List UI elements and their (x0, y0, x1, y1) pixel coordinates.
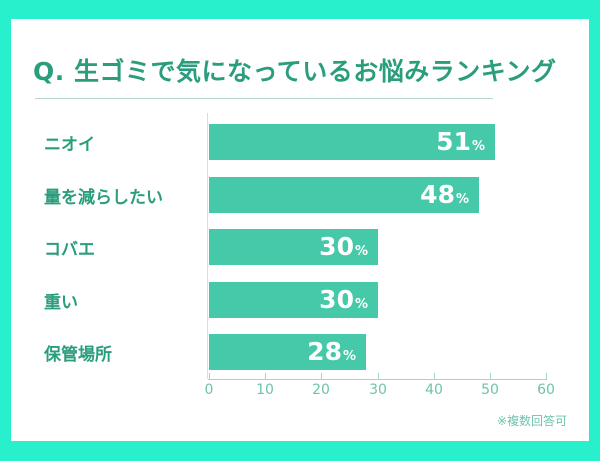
x-axis-tick-label: 40 (425, 382, 443, 398)
bar-value-label: 28% (307, 337, 356, 372)
x-axis-line (208, 379, 547, 380)
x-axis-tick-label: 10 (256, 382, 274, 398)
bar-value-label: 30% (319, 232, 368, 267)
bar: 51% (209, 124, 495, 160)
x-axis-tick (209, 373, 210, 380)
x-axis-tick-label: 0 (204, 382, 214, 398)
x-axis-tick (546, 373, 547, 380)
category-label: ニオイ (44, 135, 95, 155)
x-axis-tick-label: 50 (481, 382, 499, 398)
bar: 28% (209, 334, 366, 370)
chart-title: Q. 生ゴミで気になっているお悩みランキング (33, 57, 557, 86)
category-label: 量を減らしたい (44, 188, 163, 208)
bar-value-number: 48 (420, 180, 455, 209)
x-axis-tick (321, 373, 322, 380)
category-label: コバエ (44, 240, 95, 260)
bar-value-label: 30% (319, 285, 368, 320)
x-axis-tick-label: 60 (537, 382, 555, 398)
bar-value-unit: % (354, 244, 368, 259)
category-label: 保管場所 (44, 345, 112, 365)
bar: 48% (209, 177, 479, 213)
x-axis-tick (434, 373, 435, 380)
bar-value-label: 51% (436, 127, 485, 162)
x-axis-tick (265, 373, 266, 380)
category-label: 重い (44, 293, 78, 313)
bar-value-number: 30 (319, 285, 354, 314)
x-axis-tick-label: 30 (369, 382, 387, 398)
bar-value-label: 48% (420, 180, 469, 215)
y-axis-line (207, 113, 208, 379)
bar-value-number: 28 (307, 337, 342, 366)
bar-value-unit: % (455, 192, 469, 207)
title-divider (35, 98, 493, 99)
multiple-answers-note: ※複数回答可 (496, 414, 567, 428)
x-axis-tick (378, 373, 379, 380)
bar: 30% (209, 229, 378, 265)
bar-value-unit: % (342, 349, 356, 364)
x-axis-tick (490, 373, 491, 380)
bar-value-unit: % (471, 139, 485, 154)
bar-value-number: 30 (319, 232, 354, 261)
bar: 30% (209, 282, 378, 318)
bar-value-number: 51 (436, 127, 471, 156)
bar-value-unit: % (354, 297, 368, 312)
x-axis-tick-label: 20 (312, 382, 330, 398)
